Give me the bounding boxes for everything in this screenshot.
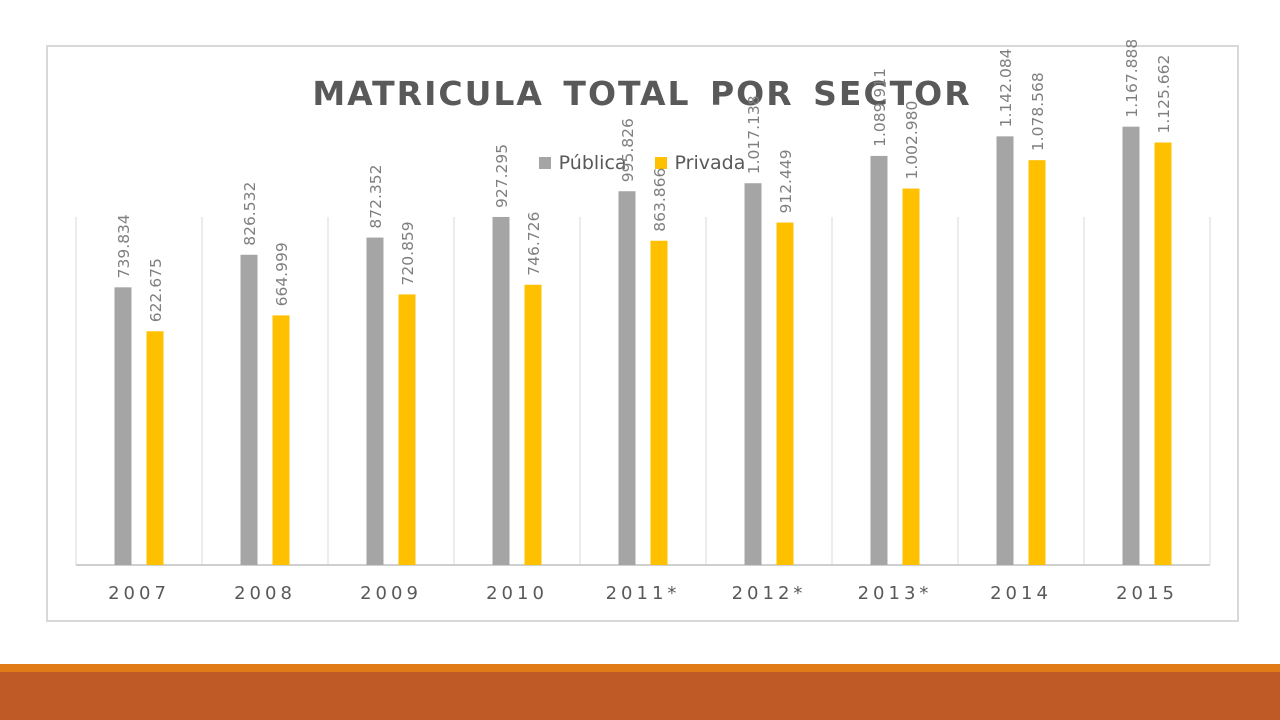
bar-publica-8 <box>1122 126 1140 565</box>
legend-item-publica: Pública <box>538 152 627 174</box>
data-label-privada-1: 664.999 <box>273 242 291 306</box>
legend-swatch-privada <box>654 157 667 169</box>
data-label-privada-2: 720.859 <box>399 221 417 285</box>
data-label-publica-6: 1.089.911 <box>871 68 889 147</box>
bar-privada-5 <box>776 222 794 566</box>
x-tick-label-3: 2010 <box>486 583 548 604</box>
data-label-privada-3: 746.726 <box>525 212 543 276</box>
x-tick-label-2: 2009 <box>360 583 422 604</box>
bar-publica-7 <box>996 136 1014 565</box>
data-label-privada-6: 1.002.980 <box>903 101 921 180</box>
x-tick-label-1: 2008 <box>234 583 296 604</box>
footer-accent-bar <box>0 664 1280 672</box>
bar-publica-3 <box>492 216 510 566</box>
bar-publica-2 <box>366 237 384 565</box>
x-tick-label-5: 2012* <box>732 583 807 604</box>
x-tick-label-4: 2011* <box>606 583 681 604</box>
data-label-privada-5: 912.449 <box>777 149 795 213</box>
data-label-publica-3: 927.295 <box>493 144 511 208</box>
legend-item-privada: Privada <box>654 152 746 174</box>
bar-privada-6 <box>902 188 920 566</box>
data-label-publica-5: 1.017.138 <box>745 95 763 174</box>
x-tick-label-7: 2014 <box>990 583 1052 604</box>
bar-privada-8 <box>1154 142 1172 565</box>
x-tick-label-6: 2013* <box>858 583 933 604</box>
data-label-publica-4: 995.826 <box>619 118 637 182</box>
data-label-publica-8: 1.167.888 <box>1123 39 1141 118</box>
chart-legend: Pública Privada <box>0 152 1280 174</box>
data-label-publica-7: 1.142.084 <box>997 48 1015 127</box>
chart-title: MATRICULA TOTAL POR SECTOR <box>312 74 972 113</box>
bar-privada-7 <box>1028 160 1046 565</box>
legend-label-privada: Privada <box>674 152 746 174</box>
footer-bar <box>0 672 1280 720</box>
bar-privada-1 <box>272 315 290 565</box>
legend-swatch-publica <box>538 157 551 169</box>
data-label-publica-0: 739.834 <box>115 214 133 278</box>
x-tick-label-0: 2007 <box>108 583 170 604</box>
legend-label-publica: Pública <box>558 152 627 174</box>
bar-privada-3 <box>524 284 542 565</box>
bar-publica-0 <box>114 287 132 565</box>
x-tick-label-8: 2015 <box>1116 583 1178 604</box>
bar-publica-5 <box>744 183 762 566</box>
bar-publica-6 <box>870 155 888 565</box>
bar-publica-1 <box>240 254 258 565</box>
bar-privada-2 <box>398 294 416 565</box>
data-label-privada-7: 1.078.568 <box>1029 72 1047 151</box>
data-label-publica-2: 872.352 <box>367 164 385 228</box>
data-label-privada-4: 863.866 <box>651 168 669 232</box>
bar-publica-4 <box>618 191 636 565</box>
data-label-publica-1: 826.532 <box>241 182 259 246</box>
data-label-privada-8: 1.125.662 <box>1155 55 1173 134</box>
bar-privada-4 <box>650 240 668 565</box>
data-label-privada-0: 622.675 <box>147 258 165 322</box>
bar-privada-0 <box>146 331 164 565</box>
